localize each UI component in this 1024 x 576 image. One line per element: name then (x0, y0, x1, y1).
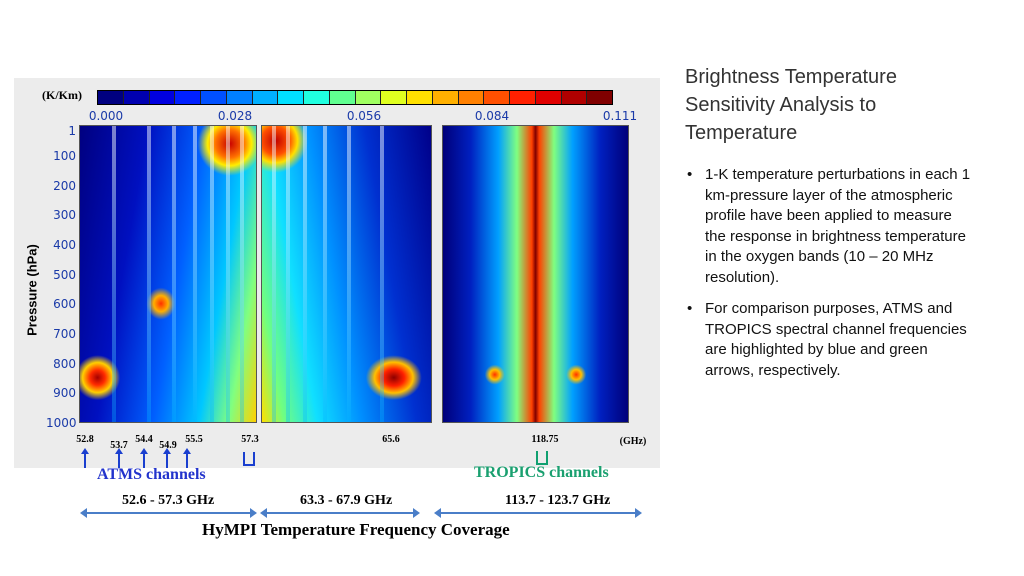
colorbar-swatch (381, 91, 407, 104)
y-tick-label: 800 (53, 357, 76, 371)
colorbar-swatch (252, 91, 279, 104)
atms-channels-label: ATMS channels (97, 466, 206, 483)
frequency-label: 118.75 (531, 434, 559, 445)
atms-channel-arrow (81, 448, 89, 468)
atms-channel-arrow (163, 448, 171, 468)
colorbar-swatch (123, 91, 150, 104)
colorbar-swatch (510, 91, 536, 104)
colorbar-swatch (561, 91, 588, 104)
colorbar-tick: 0.000 (88, 109, 124, 123)
frequency-range-label: 113.7 - 123.7 GHz (505, 493, 611, 508)
heatmap-panel-mid-band (261, 125, 432, 423)
range-arrow-low (80, 508, 257, 518)
colorbar-swatch (587, 91, 612, 104)
atms-channel-arrow (140, 448, 148, 468)
colorbar-swatch (304, 91, 330, 104)
bullet-list: 1-K temperature perturbations in each 1 … (685, 165, 975, 392)
colorbar-swatch (175, 91, 201, 104)
y-axis-label: Pressure (hPa) (24, 244, 40, 336)
tropics-channels-label: TROPICS channels (474, 464, 609, 481)
range-arrow-mid (260, 508, 420, 518)
colorbar-tick: 0.111 (602, 109, 638, 123)
colorbar-swatch (355, 91, 382, 104)
atms-channel-arrow (183, 448, 191, 468)
atms-channel-arrow (115, 448, 123, 468)
colorbar-unit-label: (K/Km) (42, 88, 82, 102)
y-tick-label: 900 (53, 386, 76, 400)
frequency-label: 53.7 (110, 440, 128, 451)
colorbar-tick: 0.056 (346, 109, 382, 123)
colorbar-swatch (432, 91, 459, 104)
colorbar-swatch (458, 91, 485, 104)
frequency-label: 52.8 (76, 434, 94, 445)
y-tick-label: 1 (68, 124, 76, 138)
frequency-unit-label: (GHz) (619, 436, 647, 447)
tropics-channel-pair-arrow (536, 451, 548, 465)
colorbar-swatch (329, 91, 356, 104)
y-tick-label: 500 (53, 268, 76, 282)
colorbar (97, 90, 613, 105)
frequency-range-label: 52.6 - 57.3 GHz (122, 493, 215, 508)
colorbar-tick: 0.028 (217, 109, 253, 123)
y-tick-label: 600 (53, 297, 76, 311)
colorbar-swatch (278, 91, 304, 104)
y-tick-label: 300 (53, 208, 76, 222)
bullet-item: 1-K temperature perturbations in each 1 … (685, 165, 975, 288)
y-tick-label: 200 (53, 179, 76, 193)
heatmap-panel-118-band (442, 125, 629, 423)
y-tick-label: 1000 (46, 416, 77, 430)
frequency-range-label: 63.3 - 67.9 GHz (300, 493, 393, 508)
frequency-label: 65.6 (382, 434, 400, 445)
frequency-label: 55.5 (185, 434, 203, 445)
y-tick-label: 400 (53, 238, 76, 252)
y-tick-label: 700 (53, 327, 76, 341)
bullet-item: For comparison purposes, ATMS and TROPIC… (685, 299, 975, 381)
colorbar-tick: 0.084 (474, 109, 510, 123)
frequency-label: 57.3 (241, 434, 259, 445)
y-tick-label: 100 (53, 149, 76, 163)
colorbar-swatch (98, 91, 124, 104)
colorbar-swatch (484, 91, 510, 104)
range-arrow-high (434, 508, 642, 518)
atms-channel-pair-arrow (243, 452, 255, 466)
slide-title: Brightness Temperature Sensitivity Analy… (685, 66, 897, 144)
coverage-caption: HyMPI Temperature Frequency Coverage (202, 520, 510, 539)
colorbar-swatch (149, 91, 176, 104)
heatmap-panel-low-band (79, 125, 257, 423)
frequency-label: 54.4 (135, 434, 153, 445)
colorbar-swatch (535, 91, 562, 104)
frequency-label: 54.9 (159, 440, 177, 451)
colorbar-swatch (226, 91, 253, 104)
colorbar-swatch (201, 91, 227, 104)
colorbar-swatch (407, 91, 433, 104)
